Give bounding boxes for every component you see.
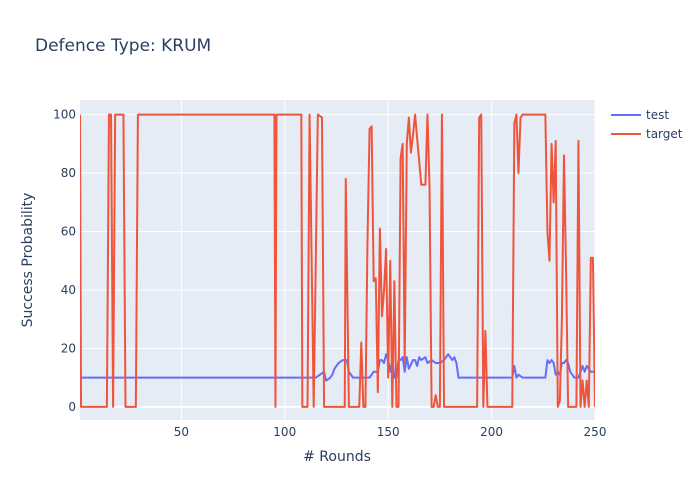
y-axis-title: Success Probability: [20, 193, 36, 328]
x-tick-label: 200: [480, 425, 503, 439]
y-tick-label: 80: [61, 166, 76, 180]
y-tick-label: 20: [61, 341, 76, 355]
y-tick-label: 40: [61, 283, 76, 297]
series-line-test: [80, 353, 595, 382]
legend-item-target[interactable]: target: [611, 127, 683, 141]
y-tick-label: 0: [68, 400, 76, 414]
legend[interactable]: test target: [611, 108, 683, 141]
legend-label: target: [646, 127, 683, 141]
legend-item-test[interactable]: test: [611, 108, 669, 122]
plot-area: [80, 100, 595, 420]
y-tick-label: 100: [53, 108, 76, 122]
y-tick-label: 60: [61, 225, 76, 239]
chart-title: Defence Type: KRUM: [35, 36, 211, 56]
x-tick-label: 50: [174, 425, 189, 439]
x-tick-label: 100: [273, 425, 296, 439]
x-tick-label: 250: [584, 425, 607, 439]
series-layer: [80, 113, 595, 408]
x-tick-label: 150: [377, 425, 400, 439]
series-line-target: [80, 113, 595, 408]
y-axis-ticks: 0 20 40 60 80 100: [53, 108, 76, 414]
x-axis-ticks: 50 100 150 200 250: [174, 425, 607, 439]
legend-label: test: [646, 108, 669, 122]
x-axis-title: # Rounds: [303, 449, 371, 465]
